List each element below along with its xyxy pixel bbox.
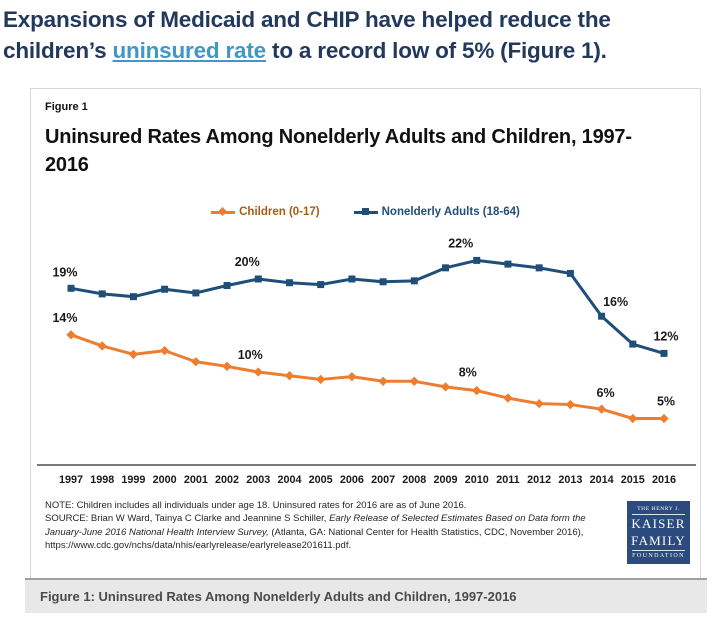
heading-line2: children’s uninsured rate to a record lo… [3, 35, 709, 66]
legend-item-adults: Nonelderly Adults (18-64) [353, 206, 520, 218]
svg-text:2000: 2000 [153, 474, 177, 486]
svg-text:8%: 8% [459, 366, 477, 380]
figure-label: Figure 1 [45, 101, 88, 113]
svg-text:20%: 20% [235, 255, 260, 269]
svg-text:6%: 6% [597, 386, 615, 400]
svg-text:1999: 1999 [121, 474, 145, 486]
chart-title: Uninsured Rates Among Nonelderly Adults … [45, 126, 632, 176]
svg-text:2009: 2009 [434, 474, 458, 486]
svg-text:16%: 16% [603, 295, 628, 309]
legend-label-children: Children (0-17) [239, 206, 320, 218]
svg-text:2013: 2013 [558, 474, 582, 486]
chart-legend: Children (0-17) Nonelderly Adults (18-64… [31, 203, 700, 221]
svg-text:2010: 2010 [465, 474, 489, 486]
svg-text:2004: 2004 [277, 474, 301, 486]
svg-text:2012: 2012 [527, 474, 551, 486]
svg-text:19%: 19% [52, 265, 77, 279]
svg-text:22%: 22% [448, 236, 473, 250]
kff-logo-top-text: THE HENRY J. [632, 506, 685, 515]
svg-text:2007: 2007 [371, 474, 395, 486]
svg-text:2015: 2015 [621, 474, 645, 486]
kff-foundation-logo: THE HENRY J. KAISER FAMILY FOUNDATION [627, 501, 690, 564]
svg-text:2014: 2014 [590, 474, 614, 486]
footnote-row: NOTE: Children includes all individuals … [45, 499, 690, 564]
svg-text:10%: 10% [238, 348, 263, 362]
page-heading: Expansions of Medicaid and CHIP have hel… [3, 4, 709, 66]
svg-text:2001: 2001 [184, 474, 208, 486]
svg-text:2006: 2006 [340, 474, 364, 486]
svg-text:14%: 14% [52, 311, 77, 325]
legend-item-children: Children (0-17) [211, 206, 320, 218]
chart-notes: NOTE: Children includes all individuals … [45, 499, 617, 564]
adults-line-marker-icon [353, 208, 378, 215]
figure-caption-text: Figure 1: Uninsured Rates Among Nonelder… [40, 589, 517, 604]
svg-text:2005: 2005 [309, 474, 333, 486]
svg-text:2011: 2011 [496, 474, 519, 486]
kff-logo-foundation-text: FOUNDATION [632, 550, 685, 559]
children-line-marker-icon [211, 207, 236, 216]
svg-text:12%: 12% [653, 329, 678, 343]
heading-line2-suffix: to a record low of 5% (Figure 1). [265, 38, 607, 63]
note-text: NOTE: Children includes all individuals … [45, 500, 467, 511]
heading-line2-prefix: children’s [3, 38, 113, 63]
svg-text:1998: 1998 [90, 474, 114, 486]
legend-label-adults: Nonelderly Adults (18-64) [381, 206, 520, 218]
svg-text:2016: 2016 [652, 474, 676, 486]
heading-line1: Expansions of Medicaid and CHIP have hel… [3, 7, 611, 32]
svg-text:5%: 5% [657, 395, 675, 409]
kff-logo-kaiser-text: KAISER [631, 516, 686, 531]
svg-text:2002: 2002 [215, 474, 239, 486]
figure-card: Figure 1 Uninsured Rates Among Nonelderl… [30, 88, 701, 578]
source-text: SOURCE: Brian W Ward, Tainya C Clarke an… [45, 513, 586, 552]
line-chart: 14% 10% 8% 6% 5% 19% 20% 22% 16% 12% 1997 1998 1999 2… [37, 236, 696, 486]
uninsured-rate-link[interactable]: uninsured rate [112, 38, 267, 63]
kff-logo-family-text: FAMILY [631, 532, 686, 548]
svg-text:2003: 2003 [246, 474, 270, 486]
svg-text:2008: 2008 [402, 474, 426, 486]
svg-text:1997: 1997 [59, 474, 83, 486]
figure-caption-bar: Figure 1: Uninsured Rates Among Nonelder… [25, 578, 707, 613]
